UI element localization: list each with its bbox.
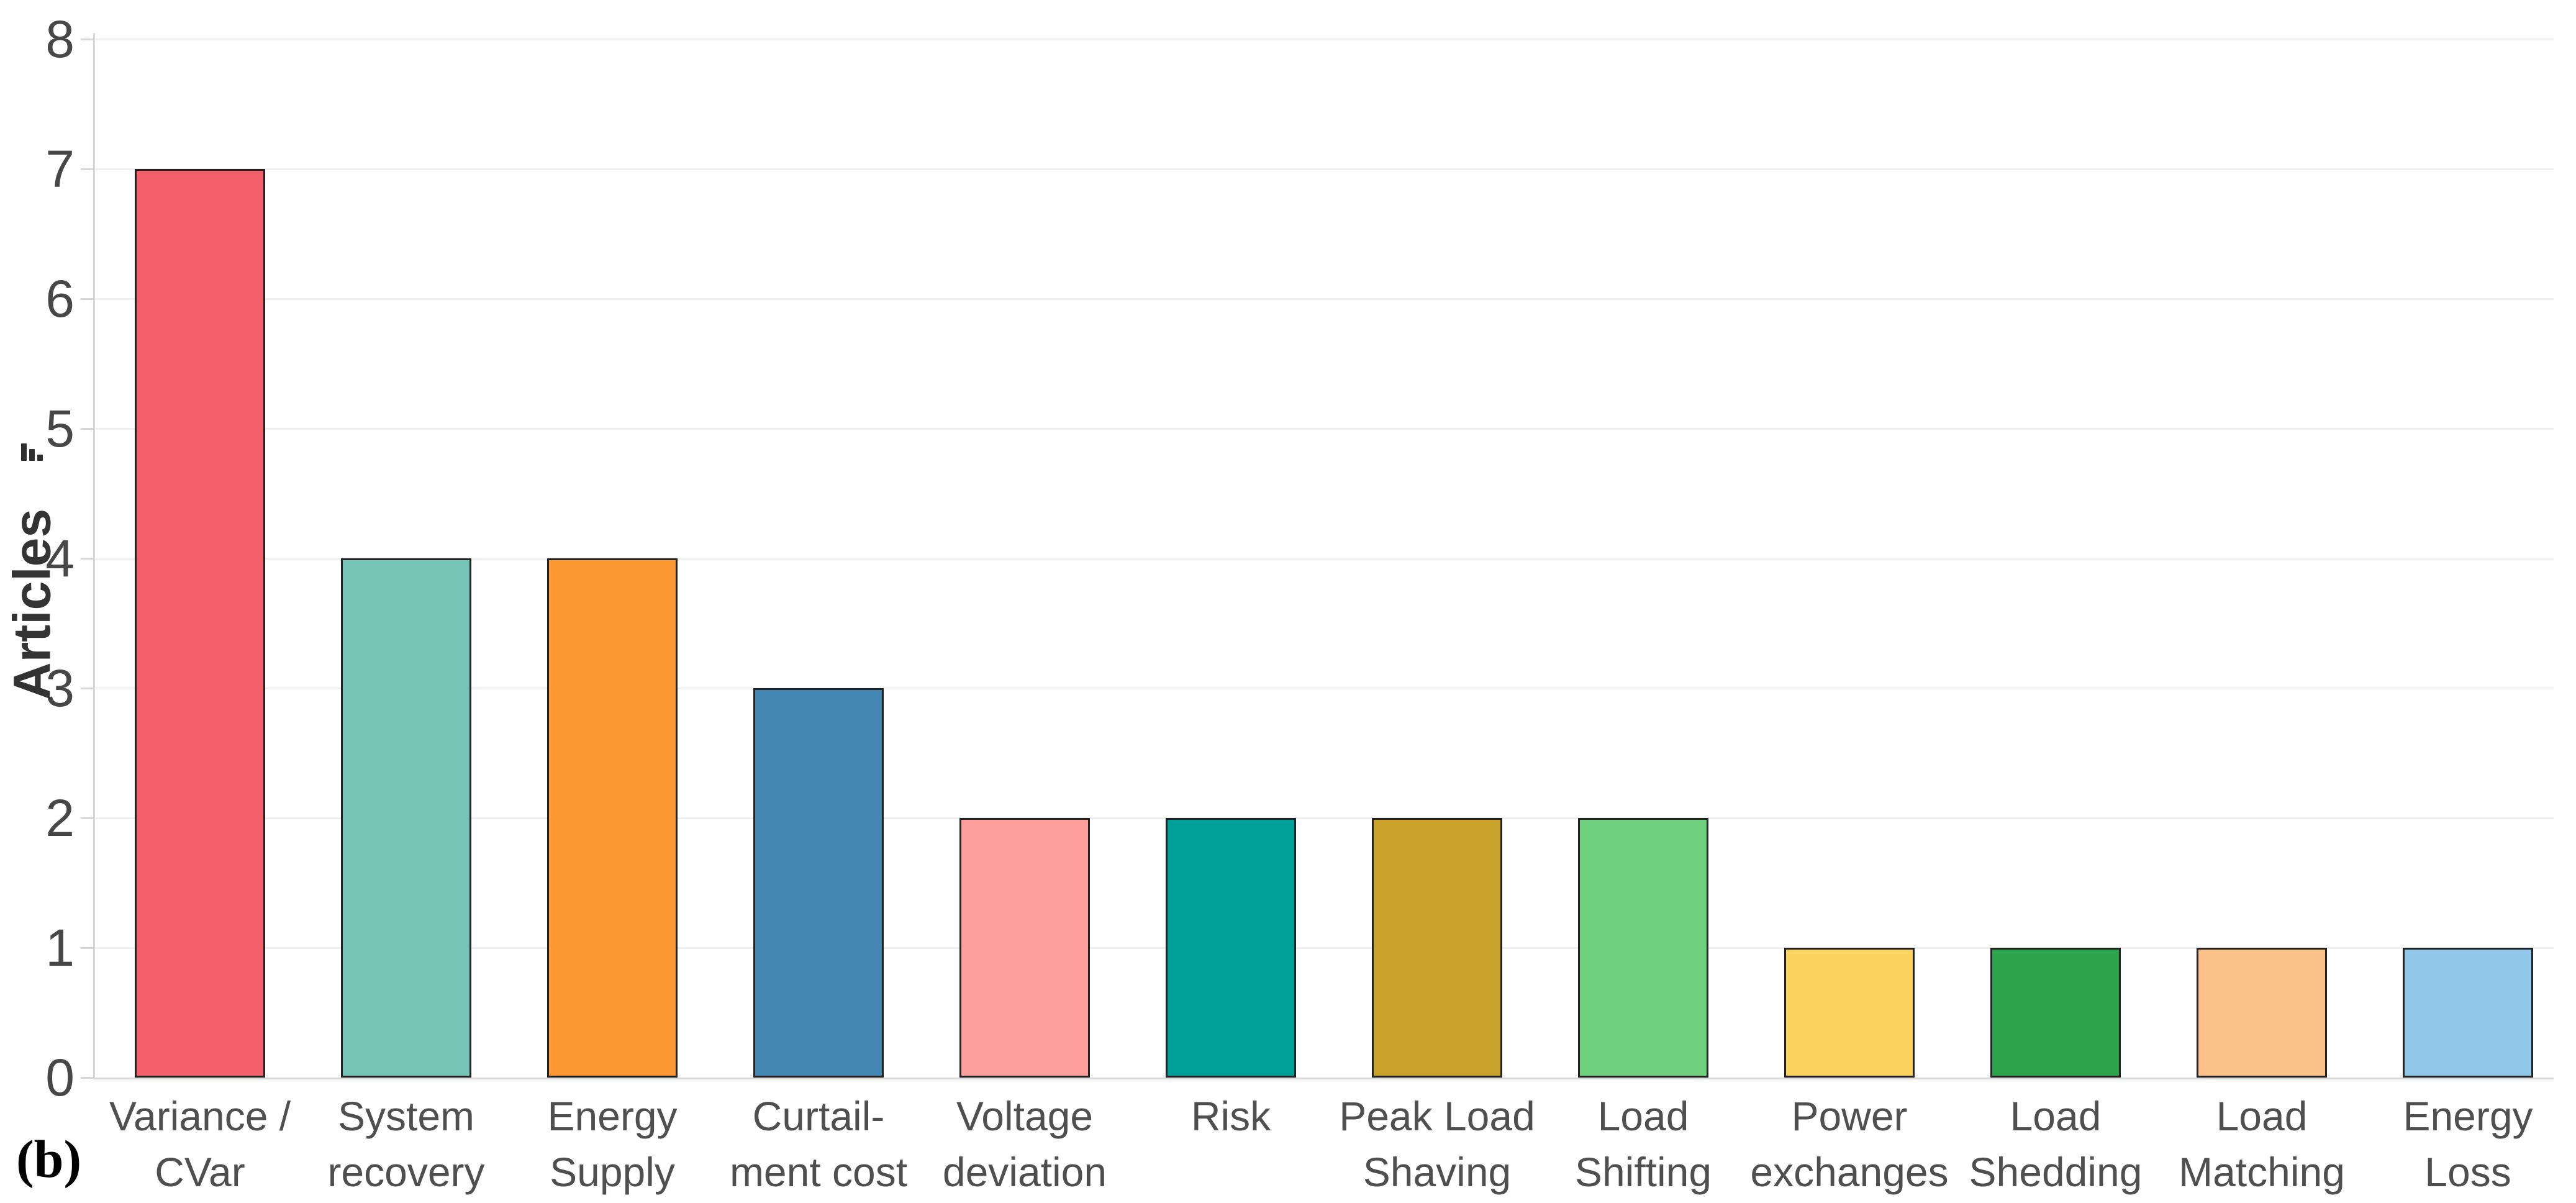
gridline-2 [93,817,2554,819]
bar-peak-load-shaving [1372,818,1502,1078]
bar-system-recovery [341,558,471,1078]
x-label-line: Load [2216,1093,2308,1139]
y-tick-label-4: 4 [45,529,75,588]
x-label-line: Curtail- [752,1093,885,1139]
x-label-line: Loss [2424,1149,2511,1195]
x-label-line: Supply [550,1149,675,1195]
bar-curtail-ment-cost [753,688,884,1078]
x-label-line: ment cost [729,1149,908,1195]
y-axis-line [93,33,95,1078]
x-label-voltage-deviation: Voltage deviation [913,1088,1136,1200]
x-label-risk: Risk [1119,1088,1343,1144]
bar-load-matching [2197,948,2327,1078]
x-label-line: Voltage [956,1093,1094,1139]
bar-variance-cvar [135,169,265,1078]
x-label-system-recovery: System recovery [294,1088,518,1200]
x-label-line: exchanges [1750,1149,1949,1195]
y-axis-title: Articles [2,509,63,700]
y-tick-label-5: 5 [45,399,75,458]
y-axis-title-text: Articles [2,508,61,701]
y-tick-mark-6 [81,298,93,300]
gridline-1 [93,947,2554,949]
y-tick-mark-0 [81,1077,93,1079]
y-tick-label-6: 6 [45,270,75,328]
y-tick-mark-7 [81,168,93,170]
bar-load-shifting [1578,818,1708,1078]
x-label-line: System [337,1093,475,1139]
y-tick-label-7: 7 [45,140,75,198]
gridline-6 [93,298,2554,300]
gridline-4 [93,558,2554,560]
bar-energy-loss [2403,948,2533,1078]
y-tick-label-8: 8 [45,10,75,68]
x-label-line: recovery [327,1149,485,1195]
bar-energy-supply [547,558,678,1078]
gridline-3 [93,688,2554,689]
x-label-peak-load-shaving: Peak Load Shaving [1325,1088,1549,1200]
sort-descending-bars-icon [21,436,46,461]
x-label-load-shedding: Load Shedding [1944,1088,2167,1200]
y-tick-mark-5 [81,428,93,430]
x-label-load-shifting: Load Shifting [1531,1088,1755,1200]
x-label-line: Energy [2403,1093,2533,1139]
x-label-energy-loss: Energy Loss [2356,1088,2576,1200]
x-label-line: Shifting [1574,1149,1712,1195]
x-label-line: Load [2010,1093,2102,1139]
x-label-line: Shedding [1969,1149,2143,1195]
y-tick-mark-4 [81,558,93,560]
bar-voltage-deviation [959,818,1090,1078]
x-axis-line [93,1078,2554,1079]
y-tick-label-1: 1 [45,919,75,977]
x-label-line: Peak Load [1339,1093,1535,1139]
x-label-line: Shaving [1363,1149,1512,1195]
y-tick-mark-2 [81,817,93,819]
y-tick-mark-3 [81,688,93,689]
bar-power-exchanges [1784,948,1915,1078]
x-label-line: CVar [155,1149,245,1195]
y-tick-label-0: 0 [45,1048,75,1107]
x-label-line: Load [1597,1093,1689,1139]
x-label-line: Matching [2179,1149,2345,1195]
y-tick-label-3: 3 [45,659,75,717]
bar-risk [1166,818,1296,1078]
gridline-5 [93,428,2554,430]
panel-label: (b) [16,1129,82,1189]
y-tick-mark-1 [81,947,93,949]
gridline-7 [93,168,2554,170]
x-label-power-exchanges: Power exchanges [1738,1088,1961,1200]
x-label-load-matching: Load Matching [2150,1088,2374,1200]
x-label-curtail-ment-cost: Curtail-ment cost [707,1088,930,1200]
x-label-energy-supply: Energy Supply [501,1088,724,1200]
y-tick-mark-8 [81,39,93,40]
gridline-8 [93,39,2554,40]
y-tick-label-2: 2 [45,789,75,847]
x-label-line: Energy [547,1093,678,1139]
bar-load-shedding [1990,948,2121,1078]
x-label-line: Power [1791,1093,1908,1139]
x-label-variance-cvar: Variance / CVar [88,1088,312,1200]
x-label-line: Risk [1190,1093,1271,1139]
x-label-line: deviation [942,1149,1107,1195]
x-label-line: Variance / [109,1093,291,1139]
